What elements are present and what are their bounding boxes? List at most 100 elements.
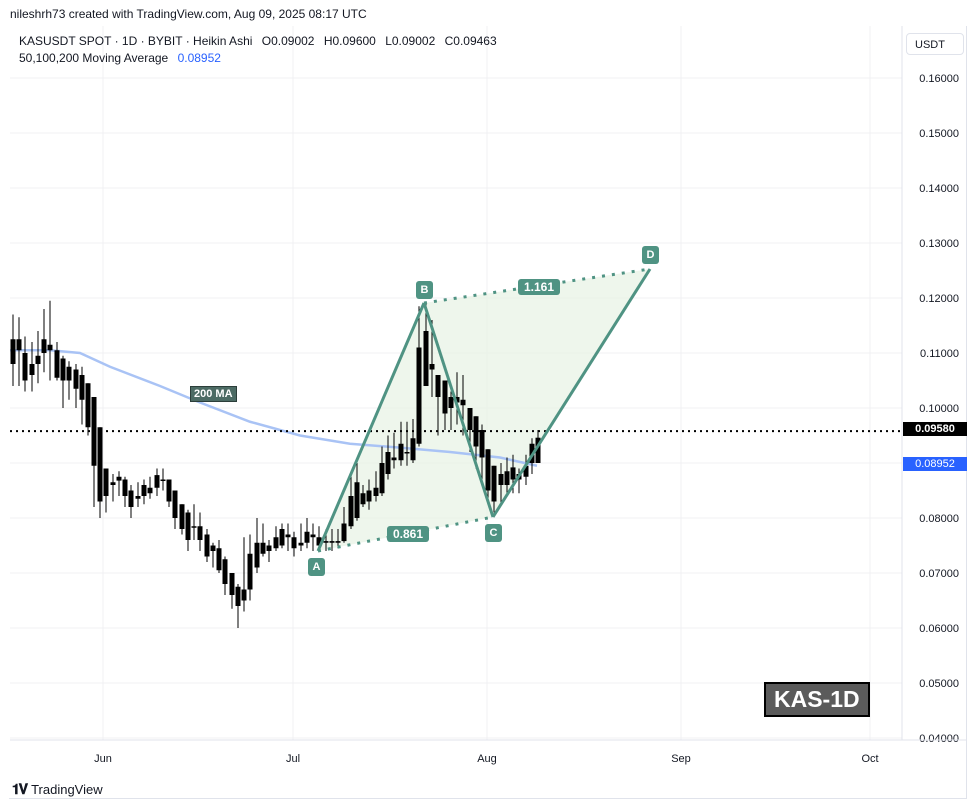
candle-body [373,487,379,496]
current-price-tag: 0.09580 [903,422,967,436]
candle-body [29,364,35,375]
chart-credit: nileshrh73 created with TradingView.com,… [10,7,367,21]
chart-legend: KASUSDT SPOT · 1D · BYBIT · Heikin Ashi … [19,33,503,67]
candle-body [122,479,128,496]
candle-body [398,443,404,461]
candle-body [10,339,16,364]
candle-body [304,531,310,543]
candle-body [179,504,185,529]
candle-body [210,545,216,551]
candle-body [116,476,122,481]
pattern-leg-cd [491,268,652,518]
candle-body [291,537,297,549]
ohlc-high: H0.09600 [323,34,376,48]
y-axis-label: 0.15000 [919,128,959,140]
candle-body [97,427,103,502]
candle-body [73,369,79,389]
candle-body [154,475,160,488]
candle-body [310,534,316,538]
candle-body [360,493,366,505]
y-axis-label: 0.16000 [919,73,959,85]
ma-indicator-value: 0.08952 [177,51,221,65]
candle-body [429,364,435,370]
x-axis-label: Jul [286,753,300,765]
candle-body [335,541,341,543]
candle-body [91,397,97,466]
candle-body [491,465,497,502]
candle-body [467,408,473,430]
candle-body [222,559,228,584]
candle-body [510,467,516,480]
candle-body [323,541,329,543]
y-axis-label: 0.11000 [920,348,959,360]
candle-body [448,397,454,408]
candle-body [498,474,504,485]
y-axis-label: 0.13000 [919,238,959,250]
candle-body [160,479,166,481]
ma-indicator-label[interactable]: 50,100,200 Moving Average [19,51,169,65]
candle-body [354,482,360,518]
candle-body [341,523,347,542]
candle-body [135,496,141,499]
candle-body [416,347,422,444]
candle-body [348,496,354,527]
candle-body [523,465,529,477]
candle-body [385,452,391,474]
candle-body [479,430,485,458]
candle-body [285,534,291,538]
candle-body [435,375,441,397]
candle-body [298,542,304,546]
pattern-point-c[interactable]: C [485,524,502,542]
candle-body [404,452,410,454]
pattern-point-b[interactable]: B [416,281,433,299]
candle-body [41,339,47,353]
candle-body [166,479,172,502]
candle-body [247,553,253,590]
y-axis-label: 0.12000 [919,293,959,305]
candle-body [316,537,322,546]
candle-body [54,350,60,378]
pattern-point-a[interactable]: A [308,558,325,576]
ohlc-close: C0.09463 [444,34,497,48]
candle-body [128,490,134,507]
candle-body [204,534,210,557]
ohlc-low: L0.09002 [385,34,436,48]
candle-body [110,482,116,485]
candle-body [141,485,147,496]
candle-body [410,438,416,461]
candle-body [185,512,191,540]
candle-body [47,344,53,351]
x-axis-label: Jun [94,753,112,765]
currency-button[interactable]: USDT [906,33,964,55]
candle-body [329,541,335,543]
candle-body [103,468,109,496]
y-axis-label: 0.08000 [919,513,959,525]
pattern-ratio-line-bd [423,267,651,305]
symbol-line: KASUSDT SPOT · 1D · BYBIT · Heikin Ashi … [19,33,503,50]
candle-body [147,487,153,494]
indicator-line: 50,100,200 Moving Average 0.08952 [19,50,503,67]
pattern-fill-xab [318,303,493,551]
candle-body [60,358,66,381]
symbol-info[interactable]: KASUSDT SPOT · 1D · BYBIT · Heikin Ashi [19,34,253,48]
candle-body [22,353,28,381]
y-axis-label: 0.14000 [919,183,959,195]
y-axis-label: 0.04000 [919,733,959,745]
ratio-label-ac: 0.861 [387,526,430,542]
x-axis-label: Aug [477,753,497,765]
candle-body [273,537,279,549]
candle-body [197,526,203,540]
candle-body [379,463,385,494]
candle-body [191,526,197,528]
candle-body [35,355,41,364]
footer-brand[interactable]: 𝟏𝐕 TradingView [12,781,103,798]
y-axis-label: 0.10000 [919,403,959,415]
candle-body [460,399,466,406]
candle-body [79,375,85,400]
candle-body [85,383,91,428]
ma-price-tag: 0.08952 [903,457,967,471]
y-axis-label: 0.07000 [919,568,959,580]
pattern-point-d[interactable]: D [642,246,659,264]
candle-body [391,457,397,461]
chart-frame [9,26,967,799]
